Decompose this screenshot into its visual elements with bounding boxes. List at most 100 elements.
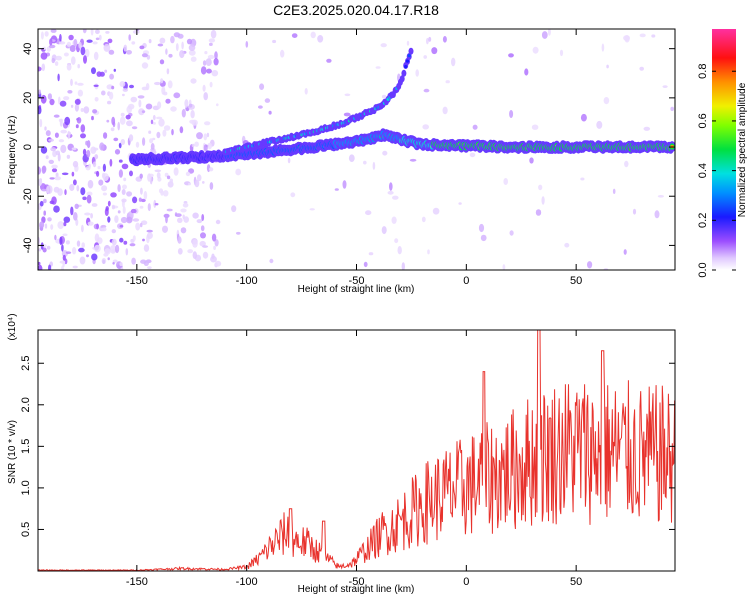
noise-speckle bbox=[159, 37, 166, 44]
noise-speckle bbox=[68, 34, 74, 41]
noise-speckle bbox=[107, 200, 111, 207]
noise-speckle bbox=[142, 137, 146, 146]
noise-speckle bbox=[48, 138, 54, 142]
noise-speckle bbox=[363, 160, 367, 165]
noise-speckle bbox=[606, 64, 609, 69]
noise-speckle bbox=[200, 232, 206, 239]
noise-speckle bbox=[203, 144, 208, 152]
noise-speckle bbox=[211, 233, 217, 242]
noise-speckle bbox=[70, 206, 74, 216]
noise-speckle bbox=[188, 49, 196, 56]
noise-speckle bbox=[59, 236, 63, 246]
noise-speckle bbox=[132, 235, 136, 242]
noise-speckle bbox=[163, 91, 168, 96]
colorbar-gradient bbox=[712, 29, 736, 270]
noise-speckle bbox=[78, 247, 85, 253]
noise-speckle bbox=[40, 52, 48, 60]
noise-speckle bbox=[363, 261, 368, 268]
noise-speckle bbox=[81, 224, 84, 233]
noise-speckle bbox=[74, 98, 81, 105]
noise-speckle bbox=[173, 32, 181, 38]
noise-speckle bbox=[59, 34, 62, 42]
noise-speckle bbox=[75, 124, 79, 129]
y-tick-label: 2.5 bbox=[20, 356, 32, 371]
noise-speckle bbox=[107, 100, 112, 105]
noise-speckle bbox=[190, 56, 197, 62]
noise-speckle bbox=[138, 197, 142, 202]
noise-speckle bbox=[104, 69, 108, 73]
noise-speckle bbox=[115, 244, 120, 254]
noise-speckle bbox=[382, 150, 388, 156]
noise-speckle bbox=[73, 38, 78, 47]
snr-y-ticks: 0.5 1.0 1.5 2.0 2.5 bbox=[20, 356, 675, 537]
noise-speckle bbox=[53, 114, 60, 118]
y-tick-label: 1.0 bbox=[20, 480, 32, 495]
noise-speckle bbox=[83, 55, 87, 64]
noise-speckle bbox=[432, 207, 440, 215]
noise-speckle bbox=[102, 192, 107, 196]
noise-speckle bbox=[59, 100, 67, 107]
noise-speckle bbox=[365, 210, 372, 216]
noise-speckle bbox=[67, 90, 73, 94]
noise-speckle bbox=[66, 63, 72, 71]
y-tick-label: 40 bbox=[22, 43, 34, 55]
noise-speckle bbox=[392, 195, 399, 200]
noise-speckle bbox=[51, 168, 58, 173]
noise-speckle bbox=[209, 182, 214, 190]
noise-speckle bbox=[94, 97, 99, 102]
noise-speckle bbox=[57, 221, 64, 230]
noise-speckle bbox=[112, 262, 115, 265]
noise-speckle bbox=[428, 36, 432, 42]
noise-speckle bbox=[128, 103, 135, 110]
noise-speckle bbox=[524, 68, 529, 76]
noise-speckle bbox=[80, 133, 86, 139]
noise-speckle bbox=[192, 251, 197, 259]
noise-speckle bbox=[39, 221, 45, 229]
noise-speckle bbox=[39, 200, 44, 207]
noise-speckle bbox=[105, 206, 109, 212]
noise-speckle bbox=[42, 247, 47, 253]
noise-speckle bbox=[111, 229, 117, 234]
noise-speckle bbox=[47, 93, 53, 100]
noise-speckle bbox=[76, 117, 82, 124]
noise-speckle bbox=[95, 29, 100, 35]
noise-speckle bbox=[44, 126, 47, 131]
noise-speckle bbox=[109, 73, 114, 80]
y-tick-label: -20 bbox=[22, 188, 34, 204]
noise-speckle bbox=[535, 209, 542, 216]
noise-speckle bbox=[158, 118, 165, 127]
noise-speckle bbox=[147, 266, 152, 269]
noise-speckle bbox=[132, 196, 138, 204]
ridge-secondary-core bbox=[409, 48, 413, 52]
noise-speckle bbox=[215, 219, 221, 225]
noise-speckle bbox=[40, 242, 44, 250]
noise-speckle bbox=[69, 45, 76, 52]
noise-speckle bbox=[106, 119, 110, 123]
noise-speckle bbox=[148, 39, 152, 44]
x-tick-label: 50 bbox=[570, 275, 582, 287]
noise-speckle bbox=[154, 203, 159, 206]
noise-speckle bbox=[74, 103, 79, 112]
noise-speckle bbox=[145, 103, 153, 110]
noise-speckle bbox=[190, 78, 197, 84]
noise-speckle bbox=[269, 258, 274, 264]
ridge-secondary bbox=[399, 75, 405, 83]
noise-speckle bbox=[166, 175, 171, 180]
noise-speckle bbox=[60, 129, 67, 134]
noise-speckle bbox=[167, 80, 173, 89]
noise-speckle bbox=[194, 179, 200, 188]
noise-speckle bbox=[211, 253, 215, 260]
noise-speckle bbox=[538, 184, 543, 191]
noise-speckle bbox=[199, 240, 206, 247]
noise-speckle bbox=[149, 138, 154, 144]
noise-speckle bbox=[442, 106, 448, 115]
x-tick-label: -50 bbox=[349, 275, 365, 287]
noise-speckle bbox=[61, 250, 68, 257]
noise-speckle bbox=[49, 177, 55, 180]
noise-speckle bbox=[375, 66, 381, 69]
noise-speckle bbox=[126, 50, 132, 55]
noise-speckle bbox=[126, 191, 133, 197]
noise-speckle bbox=[55, 55, 62, 61]
noise-speckle bbox=[41, 63, 46, 72]
x-tick-label: -50 bbox=[349, 576, 365, 588]
